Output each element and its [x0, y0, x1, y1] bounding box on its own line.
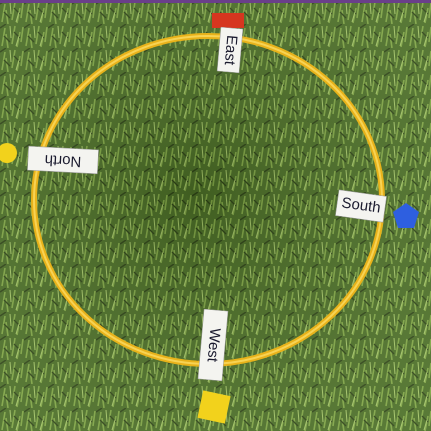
yellow-square-marker: [197, 390, 230, 423]
north-card: North: [27, 146, 98, 174]
east-card: East: [217, 27, 243, 73]
red-marker: [212, 13, 244, 28]
page: East North South West (() => { const dat…: [0, 0, 431, 431]
top-edge: [0, 0, 431, 3]
label: North: [44, 151, 82, 170]
label: East: [221, 34, 241, 66]
label: West: [204, 327, 224, 363]
photo: East North South West: [0, 0, 431, 431]
